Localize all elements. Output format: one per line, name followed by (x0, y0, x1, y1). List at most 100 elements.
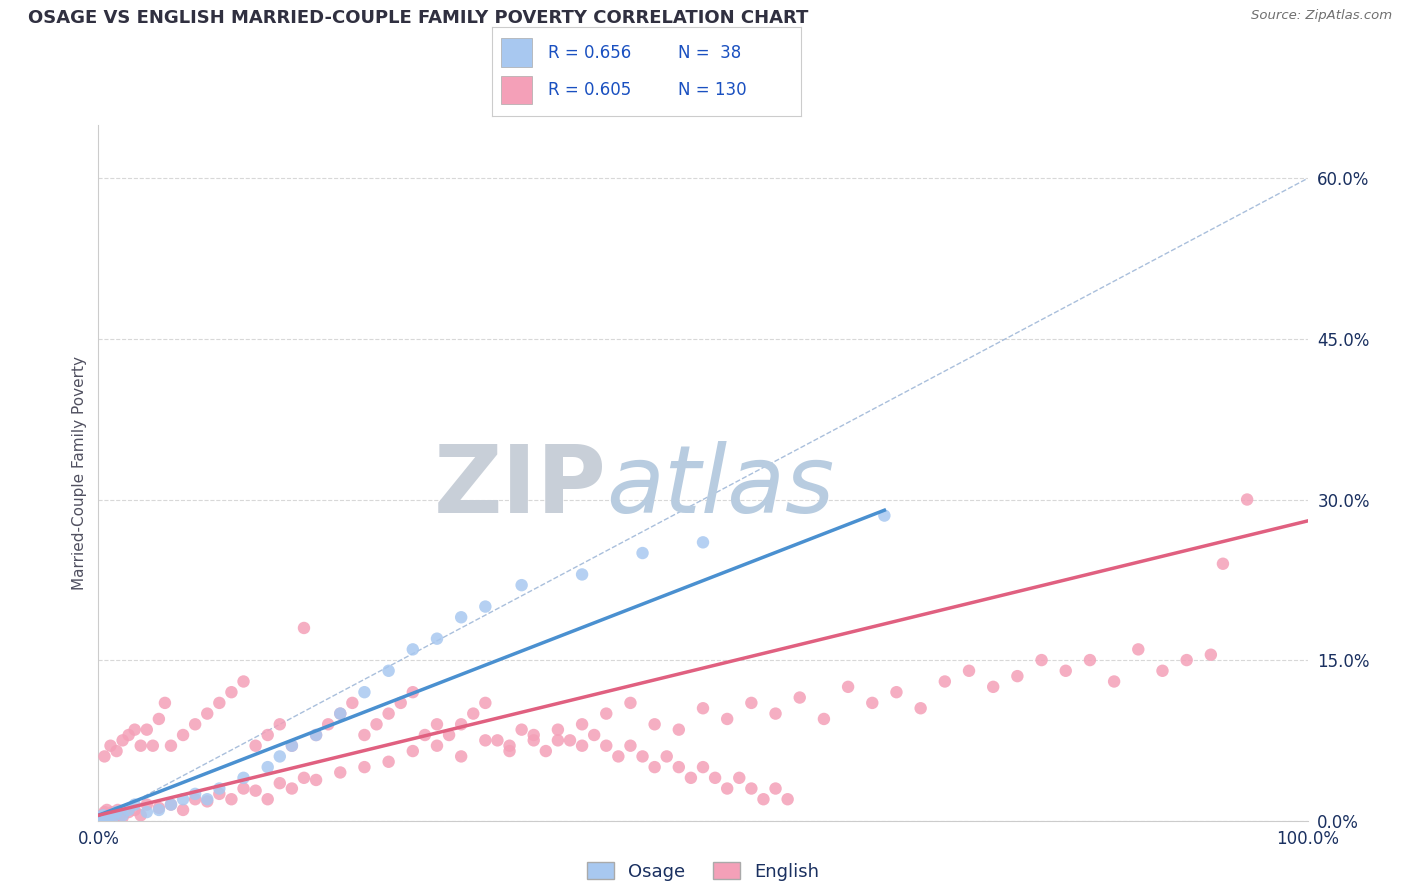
Point (93, 813, 115, 827)
Point (281, 739, 304, 753)
Point (765, 706, 787, 721)
Point (595, 739, 617, 753)
Point (107, 803, 129, 817)
Point (353, 685, 375, 699)
Text: Source: ZipAtlas.com: Source: ZipAtlas.com (1251, 9, 1392, 22)
Point (474, 733, 496, 747)
Point (221, 685, 243, 699)
Point (89, 812, 111, 826)
Point (90, 809, 112, 823)
Point (160, 797, 183, 812)
Point (118, 728, 141, 742)
Point (96, 812, 118, 826)
Point (631, 546, 654, 560)
Point (94, 809, 117, 823)
Point (292, 621, 315, 635)
Point (118, 803, 141, 817)
Point (534, 744, 557, 758)
Point (256, 760, 278, 774)
Point (377, 664, 399, 678)
Point (402, 642, 425, 657)
Point (256, 792, 278, 806)
Point (269, 776, 291, 790)
Point (111, 808, 134, 822)
Point (269, 717, 291, 731)
Point (413, 728, 436, 742)
Point (160, 797, 183, 812)
Point (728, 771, 751, 785)
Bar (502, 38, 533, 67)
Point (208, 781, 231, 796)
Point (558, 733, 581, 747)
Point (153, 696, 176, 710)
Point (281, 739, 304, 753)
Point (208, 787, 231, 801)
Point (389, 696, 412, 710)
Point (716, 712, 738, 726)
Point (1007, 669, 1029, 683)
Point (101, 810, 124, 824)
Point (172, 803, 194, 817)
Point (910, 701, 932, 715)
Y-axis label: Married-Couple Family Poverty: Married-Couple Family Poverty (72, 356, 87, 590)
Point (97, 810, 120, 824)
Point (679, 771, 702, 785)
Point (305, 728, 328, 742)
Point (221, 792, 243, 806)
Legend: Osage, English: Osage, English (579, 855, 827, 888)
Point (692, 535, 714, 549)
Point (873, 508, 896, 523)
Point (111, 733, 134, 747)
Point (1199, 648, 1222, 662)
Point (184, 717, 207, 731)
Point (104, 812, 127, 826)
Point (256, 728, 278, 742)
Point (1128, 642, 1150, 657)
Point (644, 717, 666, 731)
Point (366, 717, 388, 731)
Point (172, 728, 194, 742)
Point (245, 783, 267, 797)
Point (135, 723, 157, 737)
Point (342, 696, 364, 710)
Point (100, 808, 122, 822)
Point (655, 749, 678, 764)
Point (547, 723, 569, 737)
Point (195, 706, 218, 721)
Point (619, 696, 641, 710)
Point (89, 813, 111, 827)
Point (474, 599, 496, 614)
Point (100, 809, 122, 823)
Point (90, 810, 112, 824)
Point (450, 610, 472, 624)
Point (232, 781, 254, 796)
Point (292, 771, 315, 785)
Point (353, 728, 375, 742)
Point (232, 674, 254, 689)
Point (124, 723, 146, 737)
Point (498, 739, 520, 753)
Point (860, 696, 883, 710)
Point (93, 805, 115, 819)
Point (716, 781, 738, 796)
Point (740, 696, 762, 710)
Point (607, 749, 630, 764)
Point (208, 696, 231, 710)
Point (486, 733, 509, 747)
Point (437, 728, 460, 742)
Point (583, 728, 606, 742)
Point (1031, 653, 1053, 667)
Point (101, 805, 124, 819)
Point (631, 749, 654, 764)
Point (105, 744, 128, 758)
Bar (502, 76, 533, 104)
Point (1054, 664, 1077, 678)
Point (195, 794, 218, 808)
Point (148, 712, 170, 726)
Point (510, 723, 533, 737)
Point (450, 717, 472, 731)
Point (1236, 492, 1258, 507)
Point (450, 749, 472, 764)
Point (108, 808, 131, 822)
Point (668, 723, 690, 737)
